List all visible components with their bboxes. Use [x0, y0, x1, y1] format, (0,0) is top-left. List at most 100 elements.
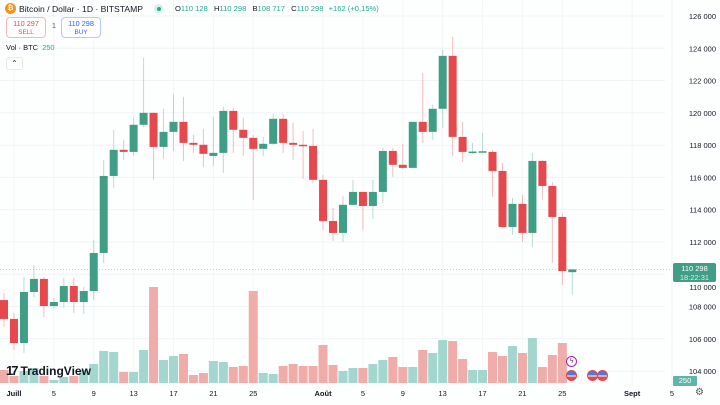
volume-bar — [119, 372, 129, 383]
candle-down — [358, 191, 367, 206]
candle-up — [338, 204, 347, 233]
buy-label: BUY — [74, 29, 88, 36]
volume-bar — [458, 359, 468, 383]
market-open-status-icon — [154, 4, 163, 13]
candle-up — [478, 151, 487, 153]
candle-up — [428, 108, 437, 132]
price-axis-label: 120 000 — [689, 109, 716, 118]
tradingview-logo[interactable]: 17 TradingView — [6, 363, 91, 378]
candle-down — [518, 203, 527, 233]
time-axis-label: 21 — [209, 389, 217, 398]
candle-up — [438, 55, 447, 109]
current-price: 110 298 — [681, 264, 708, 273]
time-axis-label: 13 — [129, 389, 137, 398]
volume-bar — [49, 380, 59, 383]
volume-bar — [9, 376, 19, 383]
price-axis-label: 110 000 — [689, 283, 716, 292]
candle-down — [548, 185, 557, 217]
volume-bar — [0, 370, 9, 383]
volume-bar — [159, 360, 169, 383]
time-axis-label: Sept — [624, 389, 641, 398]
candle-down — [69, 286, 78, 303]
candle-down — [119, 149, 128, 152]
volume-bar — [428, 353, 438, 383]
low-value: 108 717 — [257, 4, 285, 13]
settings-gear-icon[interactable]: ⚙ — [695, 387, 704, 398]
candle-down — [309, 145, 318, 180]
volume-bar — [288, 364, 298, 383]
symbol-title[interactable]: Bitcoin / Dollar · 1D · BITSTAMP — [19, 3, 143, 14]
candle-down — [249, 137, 258, 149]
candle-down — [498, 170, 507, 227]
bar-countdown: 18:22:31 — [679, 273, 710, 282]
volume-bar — [178, 354, 188, 383]
volume-bar — [507, 346, 517, 383]
volume-bar — [408, 367, 418, 383]
candle-up — [29, 278, 38, 292]
price-axis-label: 126 000 — [689, 12, 716, 21]
candle-down — [189, 142, 198, 145]
candle-down — [299, 144, 308, 147]
candle-up — [259, 143, 268, 149]
volume-bar — [378, 360, 388, 383]
candle-up — [368, 191, 377, 206]
volume-bar — [19, 371, 29, 383]
tradingview-logo-text: TradingView — [20, 363, 91, 378]
candle-down — [229, 110, 238, 130]
close-label: C — [291, 4, 297, 13]
tradingview-logo-icon: 17 — [6, 363, 19, 378]
price-axis-label: 122 000 — [689, 77, 716, 86]
price-axis-label: 104 000 — [689, 367, 716, 376]
candle-up — [59, 286, 68, 303]
price-axis-label: 108 000 — [689, 303, 716, 312]
volume-value: 250 — [42, 43, 55, 52]
sell-button[interactable]: 110 297 SELL — [6, 17, 46, 38]
candle-down — [319, 179, 328, 221]
us-flag-event-icon[interactable] — [597, 370, 608, 381]
time-axis-label: 5 — [361, 389, 365, 398]
time-axis-label: 25 — [249, 389, 257, 398]
high-value: 110 298 — [219, 4, 247, 13]
us-flag-event-icon[interactable] — [566, 370, 577, 381]
time-axis-label: 13 — [439, 389, 447, 398]
volume-bar — [448, 341, 458, 383]
current-price-label: 110 298 18:22:31 — [673, 263, 716, 282]
buy-button[interactable]: 110 298 BUY — [61, 17, 101, 38]
candle-down — [0, 300, 8, 319]
candle-up — [79, 291, 88, 303]
bitcoin-icon: ₿ — [5, 3, 16, 14]
candle-up — [139, 112, 148, 125]
chevron-up-icon: ⌃ — [11, 59, 18, 68]
price-axis-label: 118 000 — [689, 141, 716, 150]
volume-legend[interactable]: Vol · BTC 250 — [6, 43, 55, 52]
volume-bar — [79, 370, 89, 383]
volume-bar — [89, 364, 99, 383]
volume-bar — [478, 370, 488, 383]
price-axis-label: 106 000 — [689, 335, 716, 344]
candle-up — [408, 121, 417, 168]
ohlc-values: O110 128 H110 298 B108 717 C110 298 +162… — [171, 4, 379, 13]
candle-up — [528, 160, 537, 233]
volume-bar — [348, 368, 358, 383]
volume-bar — [488, 352, 498, 383]
spread-value: 1 — [52, 23, 56, 30]
price-axis-label: 124 000 — [689, 44, 716, 53]
candle-up — [19, 291, 28, 343]
flash-event-icon[interactable]: ϟ — [566, 356, 577, 367]
open-value: 110 128 — [180, 4, 208, 13]
candle-down — [149, 112, 158, 147]
collapse-legend-button[interactable]: ⌃ — [6, 57, 23, 70]
candle-up — [219, 110, 228, 153]
volume-bar — [218, 362, 228, 383]
price-axis-label: 116 000 — [689, 173, 716, 182]
volume-bar — [547, 355, 557, 383]
candle-up — [468, 151, 477, 154]
volume-bar — [527, 338, 537, 383]
volume-bar — [139, 350, 149, 383]
candle-down — [329, 220, 338, 233]
candle-up — [99, 175, 108, 253]
low-label: B — [252, 4, 258, 13]
open-label: O — [175, 4, 181, 13]
candle-down — [179, 121, 188, 143]
